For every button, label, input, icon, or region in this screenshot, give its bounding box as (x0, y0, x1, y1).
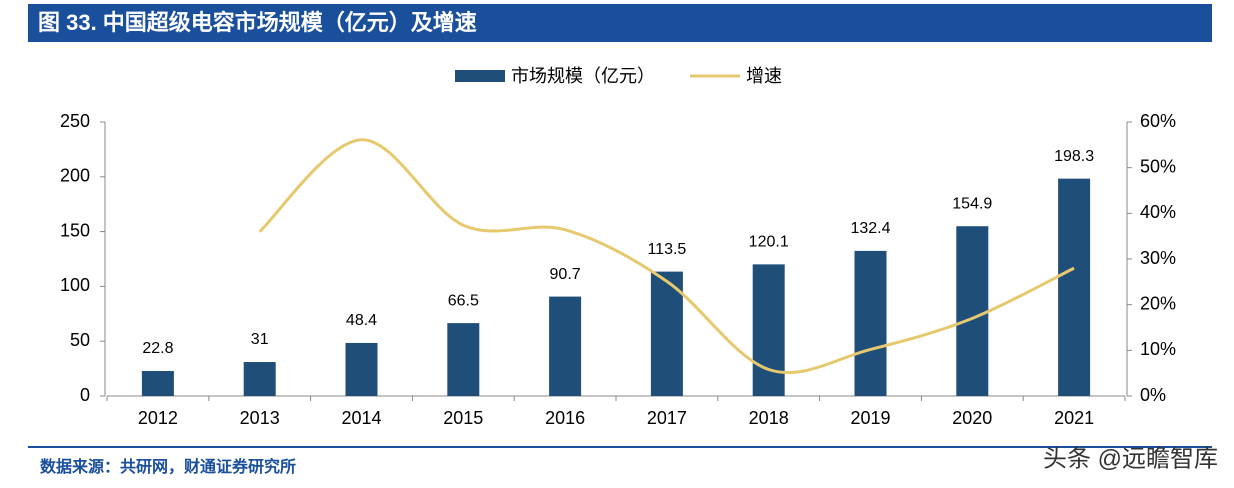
y-tick-label: 100 (60, 275, 90, 295)
x-tick-label: 2015 (443, 408, 483, 428)
title-bar (28, 4, 1212, 42)
y-tick-label: 200 (60, 166, 90, 186)
y-tick-label: 250 (60, 111, 90, 131)
bar (956, 226, 989, 396)
data-label: 198.3 (1054, 148, 1094, 165)
data-label: 22.8 (142, 340, 173, 357)
data-label: 120.1 (749, 234, 789, 251)
y-tick-label: 50 (70, 330, 90, 350)
x-tick-label: 2016 (545, 408, 585, 428)
y2-tick-label: 60% (1140, 111, 1176, 131)
bar (752, 264, 785, 396)
x-tick-label: 2012 (138, 408, 178, 428)
x-tick-label: 2014 (341, 408, 381, 428)
legend-label: 市场规模（亿元） (511, 66, 655, 86)
x-tick-label: 2021 (1054, 408, 1094, 428)
data-label: 90.7 (550, 266, 581, 283)
x-tick-label: 2018 (749, 408, 789, 428)
legend-swatch (455, 70, 505, 82)
data-label: 48.4 (346, 312, 377, 329)
x-tick-label: 2017 (647, 408, 687, 428)
bar (447, 323, 480, 396)
bar (650, 271, 683, 396)
y-tick-label: 0 (80, 385, 90, 405)
data-label: 132.4 (850, 220, 890, 237)
y2-tick-label: 40% (1140, 202, 1176, 222)
bar (345, 342, 378, 396)
bar (549, 296, 582, 396)
data-label: 113.5 (647, 241, 686, 258)
bar (1058, 178, 1091, 396)
data-label: 31 (251, 331, 269, 348)
data-label: 66.5 (448, 292, 479, 309)
y2-tick-label: 30% (1140, 248, 1176, 268)
bar (141, 371, 174, 396)
x-tick-label: 2020 (952, 408, 992, 428)
x-tick-label: 2013 (240, 408, 280, 428)
bar (854, 250, 887, 396)
y2-tick-label: 50% (1140, 156, 1176, 176)
chart-title: 图 33. 中国超级电容市场规模（亿元）及增速 (38, 10, 477, 35)
bar (243, 362, 276, 396)
y2-tick-label: 0% (1140, 385, 1166, 405)
line (258, 138, 1075, 375)
source: 数据来源：共研网，财通证券研究所 (40, 457, 296, 476)
legend-label: 增速 (746, 66, 782, 86)
y2-tick-label: 20% (1140, 293, 1176, 313)
y-tick-label: 150 (60, 220, 90, 240)
watermark: 头条 @远瞻智库 (1043, 445, 1218, 472)
data-label: 154.9 (952, 195, 992, 212)
y2-tick-label: 10% (1140, 339, 1176, 359)
x-tick-label: 2019 (850, 408, 890, 428)
